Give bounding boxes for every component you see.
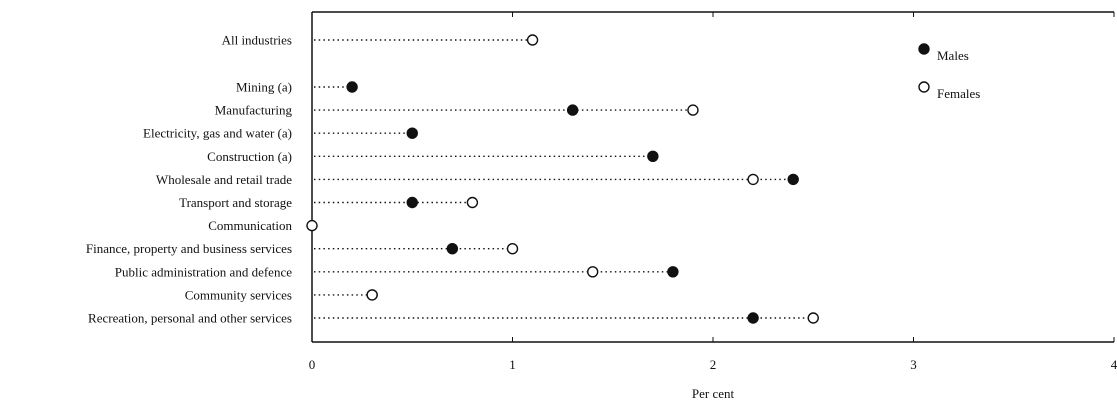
x-tick-label: 3 [910, 357, 917, 372]
x-tick-label: 4 [1111, 357, 1117, 372]
male-marker [647, 150, 659, 163]
category-label: Transport and storage [179, 195, 292, 210]
category-label: Manufacturing [215, 103, 293, 118]
category-label: Construction (a) [207, 149, 292, 164]
female-marker [306, 219, 318, 232]
x-tick-label: 0 [309, 357, 316, 372]
category-label: Finance, property and business services [86, 241, 292, 256]
male-marker [406, 127, 418, 139]
legend-male-marker [918, 43, 930, 55]
male-marker [747, 312, 759, 324]
legend: Males Females [918, 43, 980, 101]
category-label: All industries [222, 33, 292, 48]
male-marker [406, 196, 418, 209]
category-label: Wholesale and retail trade [156, 172, 292, 187]
leader-lines [314, 39, 814, 319]
female-marker [466, 196, 479, 209]
data-markers [306, 34, 819, 324]
category-label: Recreation, personal and other services [88, 311, 292, 326]
x-tick-label: 1 [509, 357, 516, 372]
male-marker [346, 81, 358, 93]
male-marker [446, 242, 459, 255]
category-label: Community services [185, 287, 292, 302]
legend-female-marker [918, 81, 930, 93]
legend-label: Males [937, 48, 969, 63]
female-marker [687, 104, 699, 116]
male-marker [667, 266, 679, 278]
plot-frame [311, 11, 1114, 343]
female-marker [747, 173, 759, 186]
category-label: Electricity, gas and water (a) [143, 126, 292, 141]
legend-label: Females [937, 86, 980, 101]
female-marker [366, 289, 378, 301]
category-label: Public administration and defence [115, 264, 292, 279]
male-marker [566, 104, 579, 116]
x-axis-title: Per cent [692, 386, 735, 401]
category-label: Communication [208, 218, 292, 233]
female-marker [807, 312, 819, 324]
female-marker [587, 266, 599, 278]
category-labels: All industries Mining (a) Manufacturing Ele… [86, 33, 293, 326]
female-marker [506, 242, 519, 255]
female-marker [526, 34, 539, 46]
category-label: Mining (a) [236, 80, 292, 95]
x-tick-label: 2 [710, 357, 717, 372]
male-marker [787, 173, 799, 186]
x-axis-ticks: 0 1 2 3 4 [309, 12, 1117, 372]
